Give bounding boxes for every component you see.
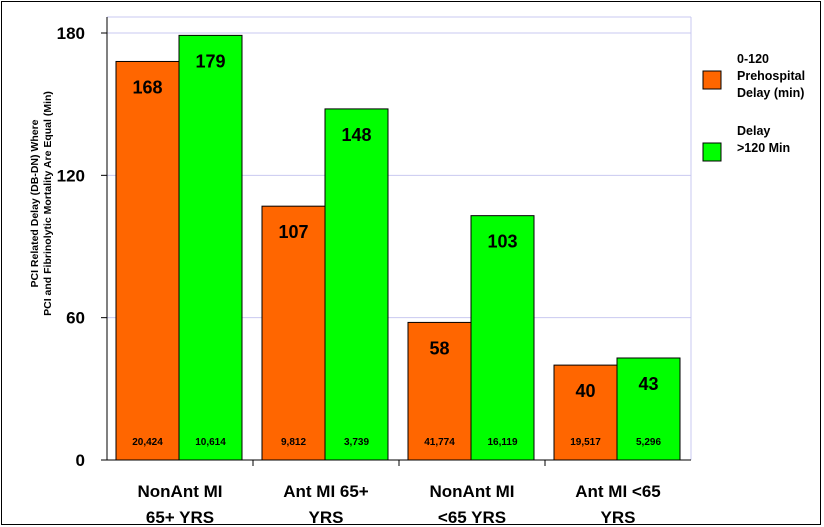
y-axis-label-line: PCI and Fibrinolytic Mortality Are Equal… bbox=[42, 91, 54, 316]
bar-n-label: 10,614 bbox=[195, 437, 226, 448]
legend-swatch bbox=[702, 142, 722, 162]
bar bbox=[115, 60, 180, 461]
bar-value-label: 103 bbox=[487, 232, 517, 252]
x-category-label: Ant MI <65 YRS bbox=[575, 482, 661, 527]
x-category-label: NonAnt MI <65 YRS bbox=[430, 482, 515, 527]
y-tick-label: 60 bbox=[66, 309, 85, 328]
bar bbox=[261, 205, 326, 461]
legend-label-line: 0-120 bbox=[737, 52, 769, 66]
legend-label: 0-120 Prehospital Delay (min) bbox=[737, 52, 805, 100]
y-axis-label: PCI Related Delay (DB-DN) WherePCI and F… bbox=[29, 91, 54, 316]
x-category-line: Ant MI 65+ bbox=[283, 482, 369, 501]
bar-value-label: 43 bbox=[638, 374, 658, 394]
bar bbox=[178, 34, 243, 461]
bars bbox=[115, 34, 681, 461]
bar-value-label: 168 bbox=[132, 77, 162, 97]
y-tick-label: 0 bbox=[76, 451, 85, 470]
legend-label-line: Delay (min) bbox=[737, 86, 804, 100]
bar-n-label: 16,119 bbox=[487, 437, 517, 448]
bar-n-label: 41,774 bbox=[424, 437, 455, 448]
labels: 168 20,424 179 10,614 NonAnt MI 65+ YRS 107 9,8… bbox=[132, 51, 661, 527]
y-tick-label: 120 bbox=[57, 166, 85, 185]
bar-n-label: 20,424 bbox=[132, 437, 163, 448]
legend-label-line: >120 Min bbox=[737, 141, 790, 155]
bar-value-label: 148 bbox=[341, 125, 371, 145]
axes: 0 60 120 180 bbox=[57, 17, 691, 470]
legend-label-line: Delay bbox=[737, 124, 770, 138]
bar bbox=[324, 108, 389, 461]
x-category-line: YRS bbox=[309, 508, 344, 527]
x-category-label: NonAnt MI 65+ YRS bbox=[138, 482, 223, 527]
bar bbox=[470, 215, 535, 461]
x-category-line: NonAnt MI bbox=[138, 482, 223, 501]
bar-value-label: 179 bbox=[195, 51, 225, 71]
x-category-line: YRS bbox=[601, 508, 636, 527]
bar-n-label: 9,812 bbox=[281, 437, 306, 448]
bar-n-label: 19,517 bbox=[570, 437, 601, 448]
bar-value-label: 107 bbox=[278, 222, 308, 242]
x-category-line: NonAnt MI bbox=[430, 482, 515, 501]
bar-value-label: 58 bbox=[429, 338, 449, 358]
x-category-line: Ant MI <65 bbox=[575, 482, 661, 501]
bar-value-label: 40 bbox=[575, 381, 595, 401]
bar-n-label: 5,296 bbox=[636, 437, 661, 448]
x-category-line: 65+ YRS bbox=[146, 508, 214, 527]
x-category-line: <65 YRS bbox=[438, 508, 506, 527]
y-tick-label: 180 bbox=[57, 24, 85, 43]
legend: 0-120 Prehospital Delay (min) Delay >120 Min bbox=[702, 52, 805, 162]
bar-n-label: 3,739 bbox=[344, 437, 369, 448]
legend-label-line: Prehospital bbox=[737, 69, 805, 83]
x-category-label: Ant MI 65+ YRS bbox=[283, 482, 369, 527]
y-axis-label-line: PCI Related Delay (DB-DN) Where bbox=[29, 119, 41, 287]
legend-swatch bbox=[702, 70, 722, 90]
bar bbox=[407, 321, 472, 461]
legend-label: Delay >120 Min bbox=[737, 124, 790, 155]
